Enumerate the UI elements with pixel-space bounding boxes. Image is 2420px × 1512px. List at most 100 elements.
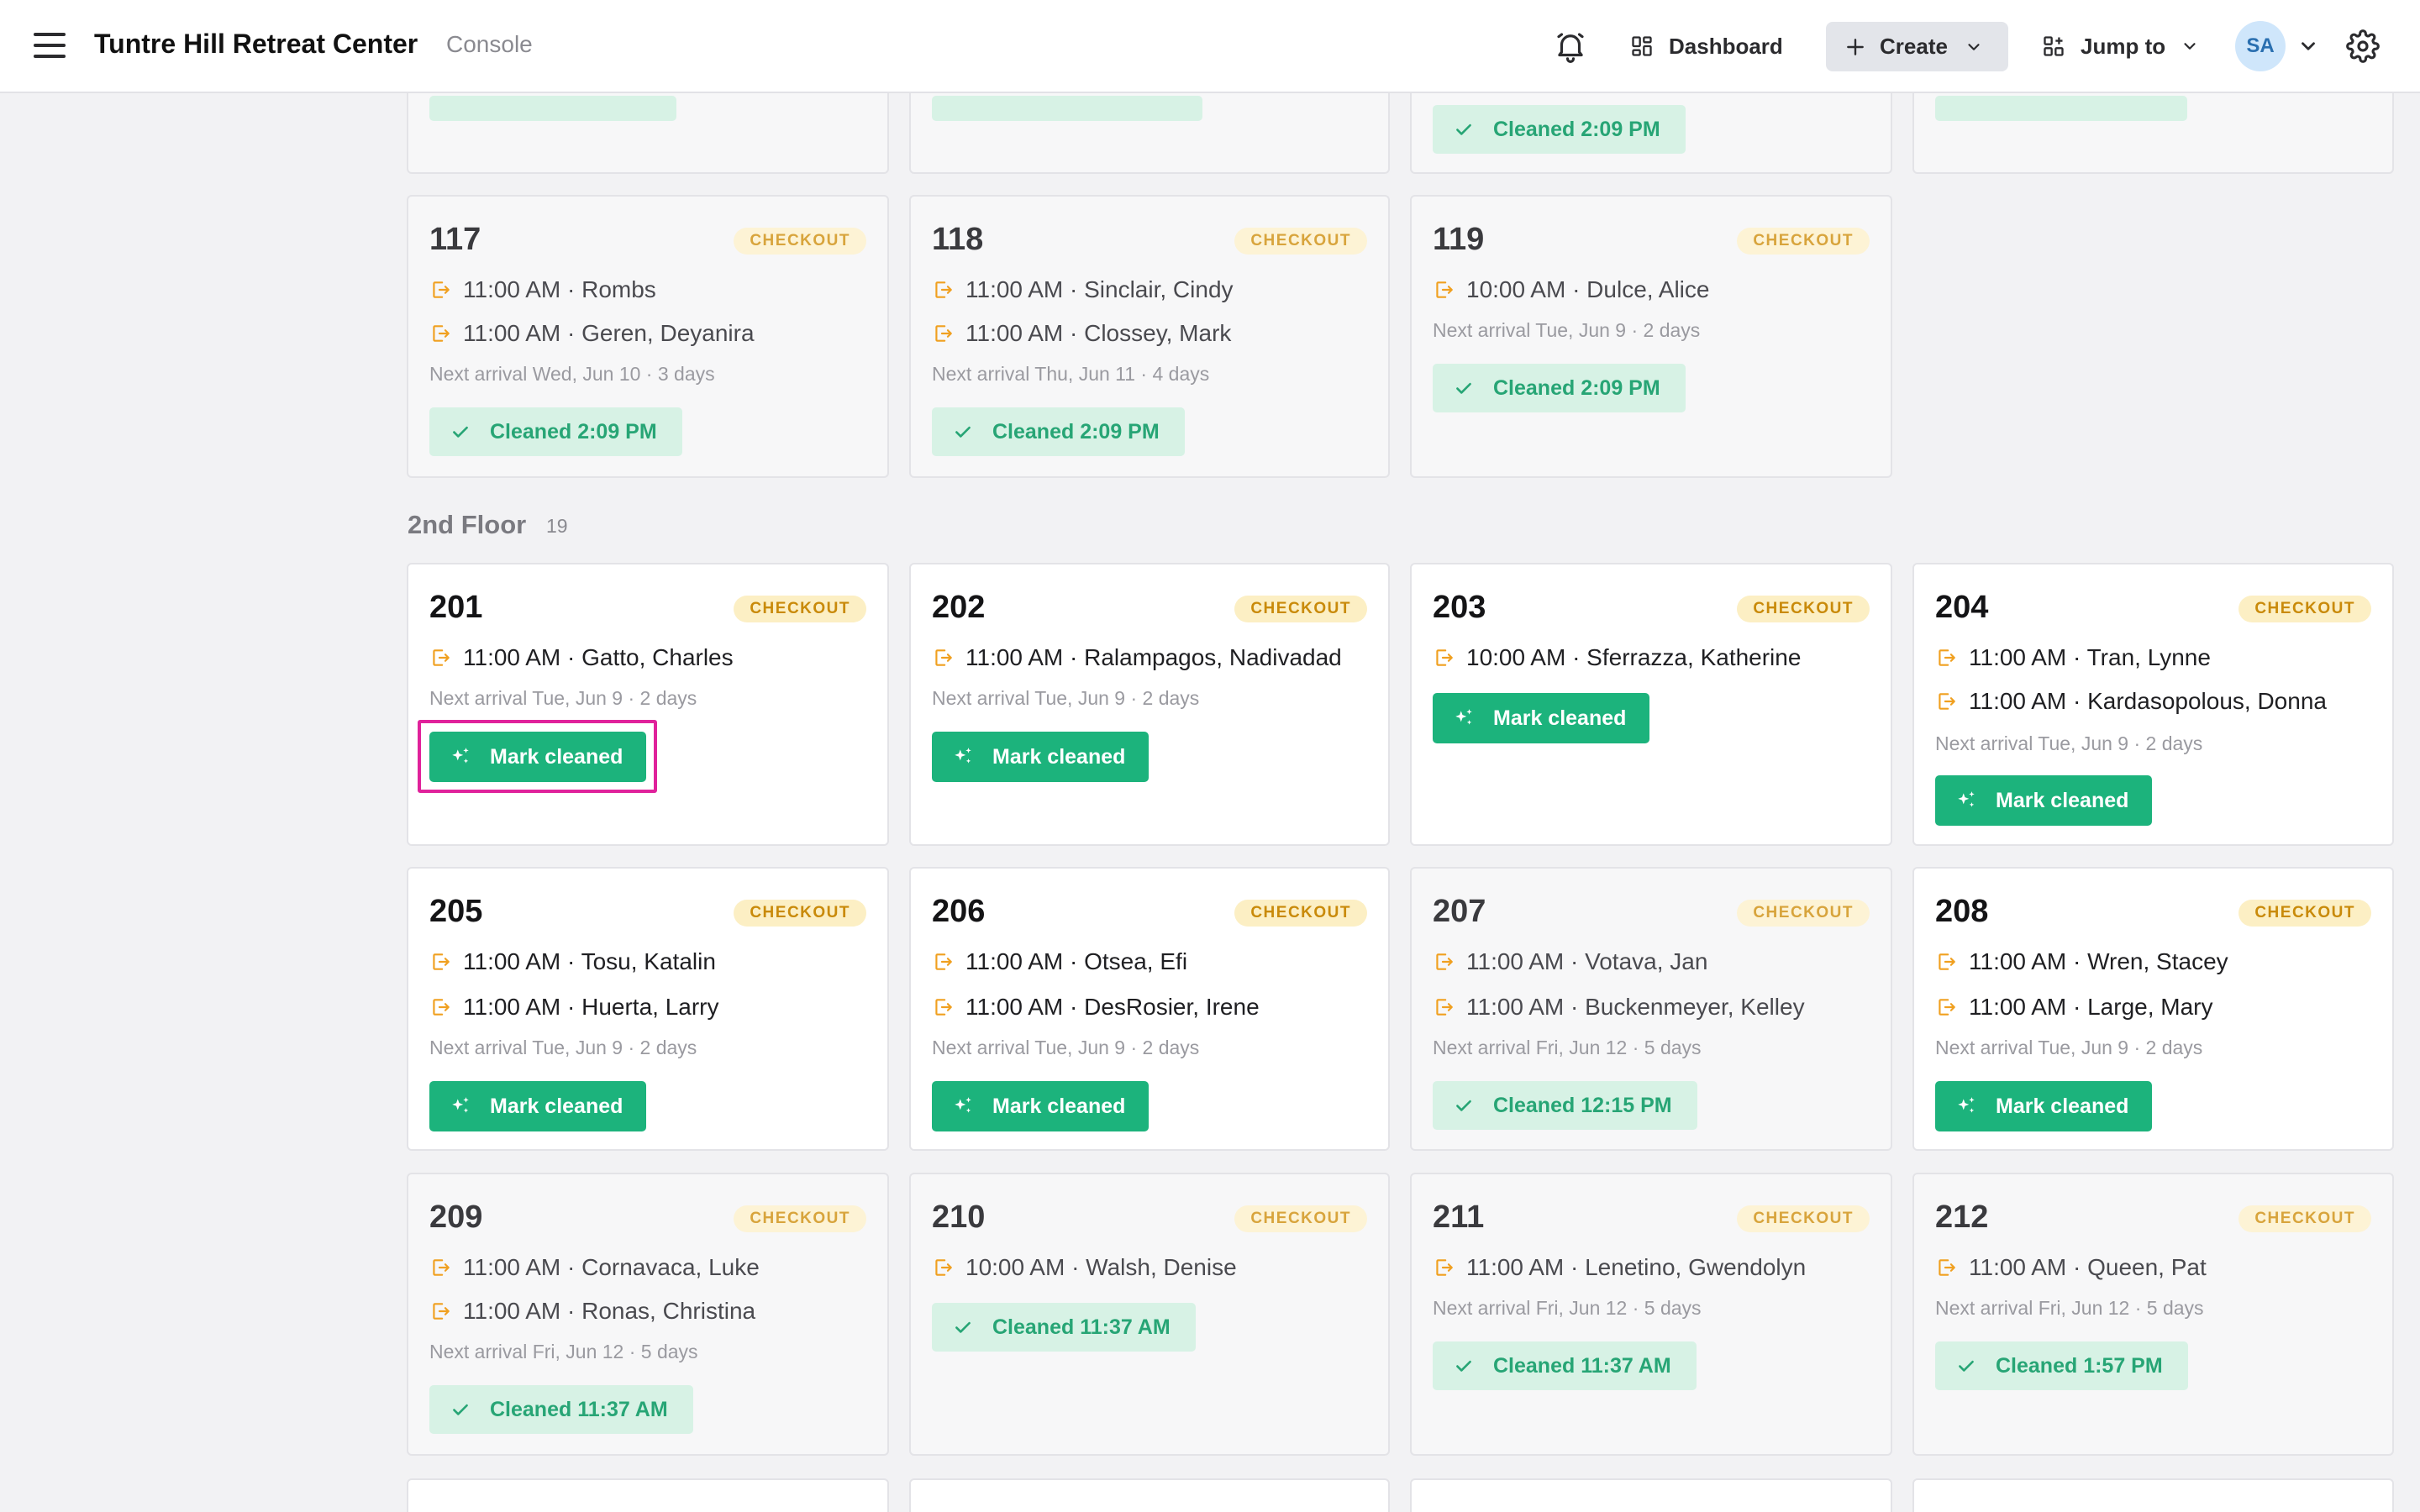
room-number: 204 [1935,590,1989,625]
room-card-210: 210 CHECKOUT 10:00 AM · Walsh, Denise Cl… [909,1173,1390,1456]
app-subtitle: Console [446,31,533,57]
mark-cleaned-button[interactable]: Mark cleaned [932,732,1149,782]
checkout-badge: CHECKOUT [734,900,866,927]
sparkle-icon [1455,709,1472,725]
room-card [407,1478,889,1512]
checkout-guest: 11:00 AM · Tran, Lynne [1935,644,2211,671]
check-icon [453,426,468,438]
checkout-arrow-icon [433,953,450,970]
room-card-119: 119 CHECKOUT 10:00 AM · Dulce, Alice Nex… [1410,195,1892,478]
checkout-arrow-icon [1939,953,1955,970]
checkout-badge: CHECKOUT [734,1205,866,1232]
room-number: 205 [429,894,483,929]
checkout-arrow-icon [433,649,450,666]
checkout-guest: 11:00 AM · Kardasopolous, Donna [1935,688,2327,715]
mark-cleaned-button[interactable]: Mark cleaned [1935,1081,2152,1131]
room-card-117: 117 CHECKOUT 11:00 AM · Rombs 11:00 AM ·… [407,195,889,478]
checkout-arrow-icon [935,325,952,342]
chevron-down-icon [2184,43,2196,50]
checkout-badge: CHECKOUT [1737,900,1870,927]
create-button[interactable]: Create [1826,22,2008,71]
chevron-down-icon[interactable] [2297,35,2319,57]
mark-cleaned-button[interactable]: Mark cleaned [932,1081,1149,1131]
room-card-211: 211 CHECKOUT 11:00 AM · Lenetino, Gwendo… [1410,1173,1892,1456]
checkout-guest: 11:00 AM · Wren, Stacey [1935,948,2228,975]
sparkle-icon [1958,791,1975,807]
checkout-arrow-icon [433,999,450,1016]
next-arrival: Next arrival Tue, Jun 9 · 2 days [932,687,1200,709]
sparkle-icon [955,748,971,764]
checkout-arrow-icon [433,1303,450,1320]
floor-heading: 2nd Floor [408,510,527,539]
jump-grid-icon [2044,36,2064,56]
bell-icon[interactable] [1553,29,1588,64]
checkout-guest: 10:00 AM · Dulce, Alice [1433,276,1709,303]
cleaned-status [932,96,1202,121]
check-icon [955,426,971,438]
checkout-arrow-icon [1939,649,1955,666]
checkout-arrow-icon [1436,281,1453,298]
next-arrival: Next arrival Fri, Jun 12 · 5 days [1433,1297,1702,1319]
floor-room-count: 19 [546,515,568,537]
checkout-arrow-icon [935,999,952,1016]
checkout-arrow-icon [433,281,450,298]
checkout-guest: 11:00 AM · Large, Mary [1935,994,2213,1021]
checkout-badge: CHECKOUT [2238,900,2371,927]
sparkle-icon [452,1097,469,1113]
dashboard-link[interactable]: Dashboard [1630,25,1783,67]
checkout-badge: CHECKOUT [1737,596,1870,622]
checkout-arrow-icon [1436,1259,1453,1276]
checkout-guest: 11:00 AM · Buckenmeyer, Kelley [1433,994,1805,1021]
checkout-arrow-icon [1939,693,1955,710]
room-number: 203 [1433,590,1486,625]
checkout-guest: 11:00 AM · Otsea, Efi [932,948,1187,975]
checkout-badge: CHECKOUT [1234,1205,1367,1232]
checkout-arrow-icon [433,1259,450,1276]
checkout-badge: CHECKOUT [1234,596,1367,622]
gear-icon[interactable] [2346,29,2380,63]
checkout-arrow-icon [935,1259,952,1276]
checkout-guest: 11:00 AM · Votava, Jan [1433,948,1707,975]
room-card [1410,1478,1892,1512]
sparkle-icon [955,1097,971,1113]
checkout-arrow-icon [935,953,952,970]
menu-icon[interactable] [34,33,66,60]
checkout-guest: 11:00 AM · Rombs [429,276,656,303]
checkout-guest: 11:00 AM · Geren, Deyanira [429,320,755,347]
avatar[interactable]: SA [2235,21,2286,71]
dashboard-label: Dashboard [1669,33,1783,59]
checkout-guest: 11:00 AM · Tosu, Katalin [429,948,716,975]
next-arrival: Next arrival Thu, Jun 11 · 4 days [932,363,1210,385]
checkout-guest: 11:00 AM · Lenetino, Gwendolyn [1433,1254,1806,1281]
room-card-202: 202 CHECKOUT 11:00 AM · Ralampagos, Nadi… [909,563,1390,846]
checkout-badge: CHECKOUT [2238,1205,2371,1232]
checkout-guest: 10:00 AM · Sferrazza, Katherine [1433,644,1801,671]
checkout-arrow-icon [1436,999,1453,1016]
mark-cleaned-button[interactable]: Mark cleaned [1935,775,2152,826]
cleaned-status: Cleaned 2:09 PM [429,407,682,456]
check-icon [955,1321,971,1333]
room-number: 201 [429,590,483,625]
room-number: 202 [932,590,986,625]
mark-cleaned-button[interactable]: Mark cleaned [429,1081,646,1131]
next-arrival: Next arrival Fri, Jun 12 · 5 days [1935,1297,2204,1319]
checkout-arrow-icon [1436,953,1453,970]
checkout-guest: 11:00 AM · Huerta, Larry [429,994,719,1021]
jump-to-menu[interactable]: Jump to [2042,25,2199,67]
checkout-guest: 11:00 AM · DesRosier, Irene [932,994,1260,1021]
checkout-arrow-icon [935,649,952,666]
check-icon [1456,123,1471,135]
room-number: 209 [429,1200,483,1235]
mark-cleaned-button[interactable]: Mark cleaned [1433,693,1649,743]
mark-cleaned-button[interactable]: Mark cleaned [429,732,646,782]
create-label: Create [1880,34,1948,59]
checkout-guest: 10:00 AM · Walsh, Denise [932,1254,1237,1281]
room-card-205: 205 CHECKOUT 11:00 AM · Tosu, Katalin 11… [407,867,889,1151]
checkout-guest: 11:00 AM · Gatto, Charles [429,644,734,671]
room-number: 206 [932,894,986,929]
room-card [1912,1478,2394,1512]
checkout-guest: 11:00 AM · Clossey, Mark [932,320,1231,347]
next-arrival: Next arrival Fri, Jun 12 · 5 days [429,1341,698,1362]
room-card-201: 201 CHECKOUT 11:00 AM · Gatto, Charles N… [407,563,889,846]
cleaned-status: Cleaned 1:57 PM [1935,1341,2188,1390]
